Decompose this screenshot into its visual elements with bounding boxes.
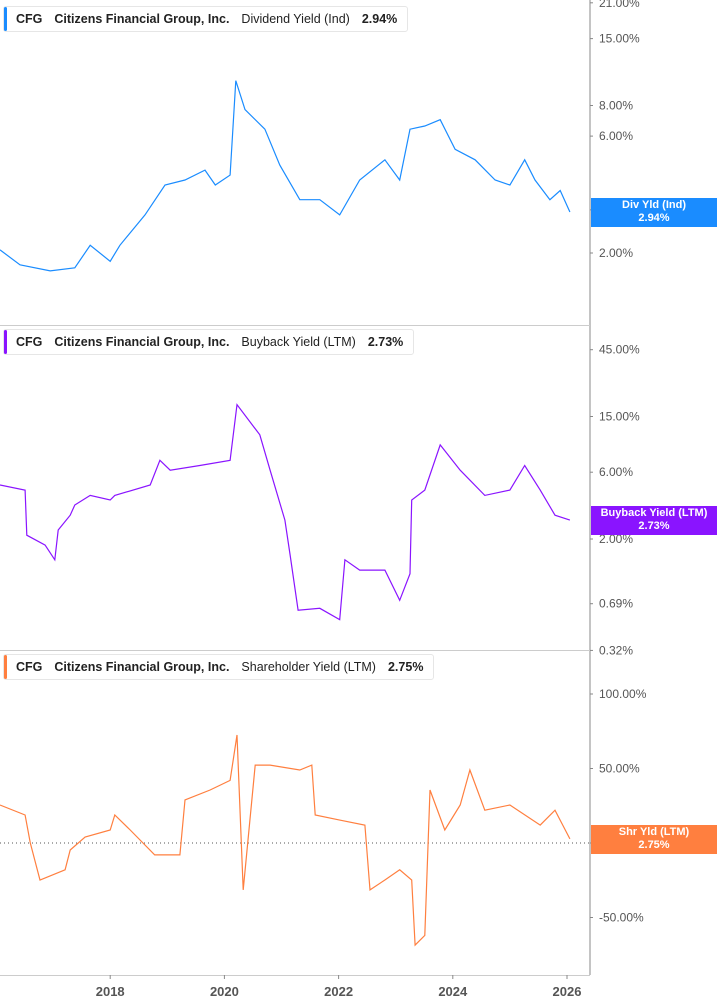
- legend-value: 2.94%: [361, 12, 398, 26]
- flag-value: 2.75%: [638, 839, 670, 851]
- flag-label: Buyback Yield (LTM): [600, 507, 708, 519]
- legend-ticker: CFG: [16, 12, 43, 26]
- series-line-buyback-yield: [0, 403, 571, 621]
- legend-value: 2.73%: [367, 335, 404, 349]
- y-tick-label: 15.00%: [599, 409, 640, 423]
- legend-value: 2.75%: [387, 660, 424, 674]
- legend-company: Citizens Financial Group, Inc.: [54, 335, 230, 349]
- y-tick-label: 0.32%: [599, 643, 633, 657]
- last-value-flag-buyback: Buyback Yield (LTM) 2.73%: [591, 506, 717, 535]
- y-tick-label: 50.00%: [599, 762, 640, 776]
- legend-buyback-yield: CFG Citizens Financial Group, Inc. Buyba…: [3, 329, 415, 355]
- y-tick-label: 2.00%: [599, 246, 633, 260]
- legend-metric: Shareholder Yield (LTM): [241, 660, 376, 674]
- y-tick-label: 100.00%: [599, 687, 647, 701]
- y-tick-label: -50.00%: [599, 911, 644, 925]
- legend-company: Citizens Financial Group, Inc.: [54, 12, 230, 26]
- x-tick-label: 2024: [438, 984, 468, 999]
- legend-color-swatch: [4, 330, 7, 354]
- y-tick-label: 45.00%: [599, 343, 640, 357]
- last-value-flag-dividend: Div Yld (Ind) 2.94%: [591, 198, 717, 227]
- legend-dividend-yield: CFG Citizens Financial Group, Inc. Divid…: [3, 6, 409, 32]
- y-tick-label: 8.00%: [599, 98, 633, 112]
- x-tick-label: 2018: [96, 984, 125, 999]
- y-tick-label: 15.00%: [599, 32, 640, 46]
- legend-ticker: CFG: [16, 335, 43, 349]
- y-tick-label: 21.00%: [599, 0, 640, 10]
- legend-color-swatch: [4, 655, 7, 679]
- legend-metric: Dividend Yield (Ind): [241, 12, 350, 26]
- y-tick-label: 6.00%: [599, 129, 633, 143]
- legend-company: Citizens Financial Group, Inc.: [54, 660, 230, 674]
- series-line-dividend-yield: [0, 80, 571, 272]
- flag-label: Div Yld (Ind): [622, 199, 686, 211]
- legend-metric: Buyback Yield (LTM): [241, 335, 356, 349]
- legend-shareholder-yield: CFG Citizens Financial Group, Inc. Share…: [3, 654, 435, 680]
- legend-ticker: CFG: [16, 660, 43, 674]
- y-tick-label: 2.00%: [599, 532, 633, 546]
- y-tick-label: 6.00%: [599, 465, 633, 479]
- x-tick-label: 2022: [324, 984, 353, 999]
- last-value-flag-shareholder: Shr Yld (LTM) 2.75%: [591, 825, 717, 854]
- x-tick-label: 2020: [210, 984, 239, 999]
- y-tick-label: 0.69%: [599, 597, 633, 611]
- flag-value: 2.73%: [638, 520, 670, 532]
- flag-value: 2.94%: [638, 212, 670, 224]
- x-tick-label: 2026: [553, 984, 582, 999]
- legend-color-swatch: [4, 7, 7, 31]
- flag-label: Shr Yld (LTM): [618, 826, 690, 838]
- series-line-shareholder-yield: [0, 734, 571, 947]
